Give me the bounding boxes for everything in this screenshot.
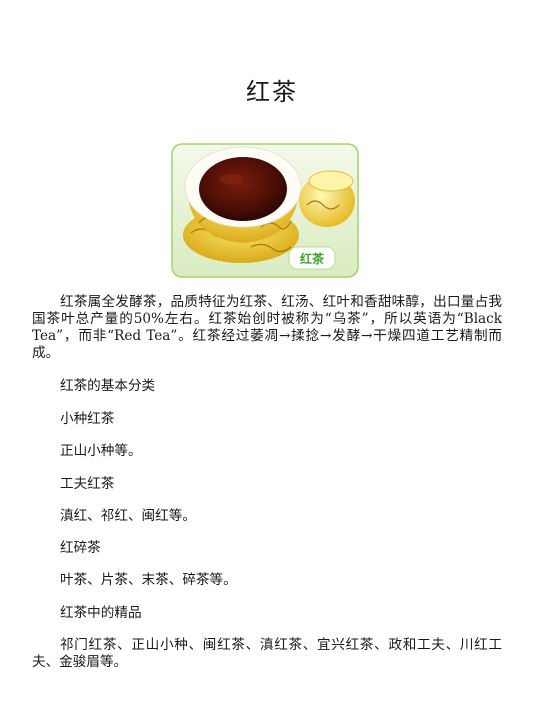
caption-box: [288, 246, 336, 270]
image-caption: 红茶: [300, 251, 325, 266]
tea-highlight: [219, 174, 243, 184]
section-best-heading: 红茶中的精品: [60, 605, 142, 621]
type2-name: 工夫红茶: [60, 476, 115, 492]
best-list-paragraph: 祁门红茶、正山小种、闽红茶、滇红茶、宜兴红茶、政和工夫、川红工夫、金骏眉等。: [32, 637, 502, 670]
type1-examples: 正山小种等。: [60, 443, 142, 459]
section-basic-heading: 红茶的基本分类: [60, 378, 156, 394]
type2-examples: 滇红、祁红、闽红等。: [60, 508, 196, 524]
page-title: 红茶: [246, 78, 298, 106]
lid-top: [308, 170, 354, 192]
type3-name: 红碎茶: [60, 540, 101, 556]
type3-examples: 叶茶、片茶、末茶、碎茶等。: [60, 572, 237, 588]
lid-pattern: [306, 200, 340, 210]
tea-photo: 红茶: [171, 143, 359, 278]
type1-name: 小种红茶: [60, 411, 115, 427]
intro-paragraph: 红茶属全发酵茶，品质特征为红茶、红汤、红叶和香甜味醇，出口量占我国茶叶总产量的5…: [32, 294, 502, 361]
tea-liquid: [199, 157, 287, 221]
